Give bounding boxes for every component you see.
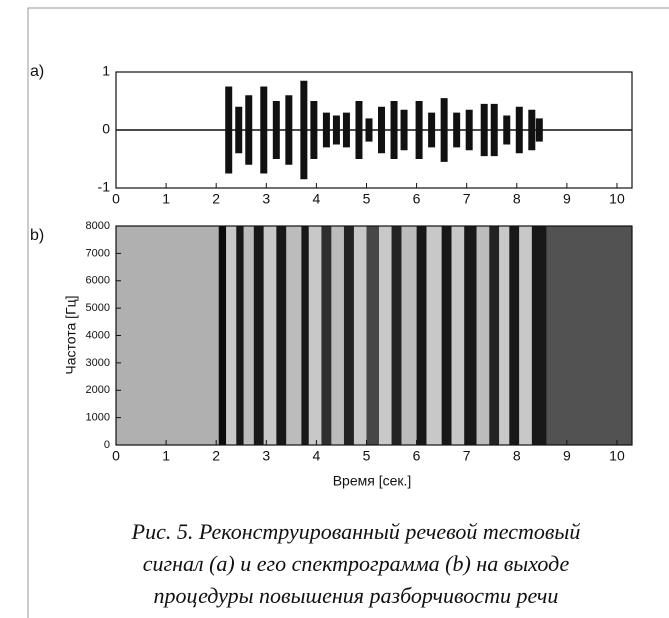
- spectrogram-band: [476, 226, 490, 445]
- spectrogram-band: [379, 226, 392, 445]
- x-tick-label: 10: [609, 448, 625, 464]
- spectrogram-band: [276, 226, 287, 445]
- caption-line: сигнал (a) и его спектрограмма (b) на вы…: [143, 551, 570, 576]
- spectrogram-band: [546, 226, 632, 445]
- spectrogram-band: [531, 226, 547, 445]
- x-tick-label: 0: [112, 448, 120, 464]
- spectrogram-band: [464, 226, 477, 445]
- x-tick-label: 7: [463, 448, 471, 464]
- spectrogram-band: [253, 226, 264, 445]
- spectrogram-band: [218, 226, 227, 445]
- y-tick-label: 2000: [86, 384, 110, 396]
- x-tick-label: 4: [312, 191, 320, 207]
- x-tick-label: 0: [112, 191, 120, 207]
- spectrogram-band: [366, 226, 380, 445]
- y-axis-label: Частота [Гц]: [63, 295, 79, 374]
- y-tick-label: 3000: [86, 357, 110, 369]
- frame: [27, 7, 669, 618]
- x-tick-label: 3: [262, 448, 270, 464]
- y-tick-label: 4000: [86, 329, 110, 341]
- spectrogram-band: [286, 226, 302, 445]
- spectrogram-band: [243, 226, 254, 445]
- x-tick-label: 2: [212, 191, 220, 207]
- panel-label: a): [30, 63, 44, 80]
- y-tick-label: 1000: [86, 412, 110, 424]
- spectrogram-band: [116, 226, 219, 445]
- panel-label: b): [30, 227, 44, 244]
- spectrogram-band: [416, 226, 427, 445]
- y-tick-label: 5000: [86, 302, 110, 314]
- x-tick-label: 6: [413, 448, 421, 464]
- y-tick-label: 6000: [86, 275, 110, 287]
- x-tick-label: 7: [463, 191, 471, 207]
- spectrogram-band: [301, 226, 309, 445]
- x-tick-label: 8: [513, 448, 521, 464]
- spectrogram-band: [321, 226, 332, 445]
- y-tick-label: 8000: [86, 220, 110, 232]
- spectrogram-band: [263, 226, 277, 445]
- spectrogram-band: [441, 226, 452, 445]
- x-tick-label: 1: [162, 191, 170, 207]
- y-tick-label: -1: [98, 179, 111, 195]
- spectrogram-band: [331, 226, 344, 445]
- spectrogram-band: [353, 226, 367, 445]
- x-tick-label: 5: [363, 191, 371, 207]
- spectrogram-band: [401, 226, 417, 445]
- spectrogram-band: [308, 226, 322, 445]
- y-tick-label: 0: [104, 439, 110, 451]
- x-tick-label: 1: [162, 448, 170, 464]
- x-tick-label: 9: [563, 448, 571, 464]
- x-tick-label: 10: [609, 191, 625, 207]
- spectrogram-band: [343, 226, 354, 445]
- spectrogram-band: [391, 226, 402, 445]
- spectrogram-band: [489, 226, 500, 445]
- spectrogram-band: [451, 226, 465, 445]
- x-axis-label: Время [сек.]: [333, 473, 412, 489]
- spectrogram-band: [236, 226, 244, 445]
- x-tick-label: 4: [312, 448, 320, 464]
- spectrogram-band: [509, 226, 520, 445]
- spectrogram-band: [519, 226, 532, 445]
- caption-line: Рис. 5. Реконструированный речевой тесто…: [131, 519, 581, 544]
- spectrogram-band: [426, 226, 442, 445]
- y-tick-label: 1: [102, 63, 110, 79]
- y-tick-label: 0: [102, 121, 110, 137]
- x-tick-label: 2: [212, 448, 220, 464]
- spectrogram-band: [226, 226, 237, 445]
- x-tick-label: 5: [363, 448, 371, 464]
- caption-line: процедуры повышения разборчивости речи: [154, 583, 559, 608]
- x-tick-label: 6: [413, 191, 421, 207]
- x-tick-label: 8: [513, 191, 521, 207]
- spectrogram-band: [499, 226, 510, 445]
- y-tick-label: 7000: [86, 247, 110, 259]
- x-tick-label: 3: [262, 191, 270, 207]
- x-tick-label: 9: [563, 191, 571, 207]
